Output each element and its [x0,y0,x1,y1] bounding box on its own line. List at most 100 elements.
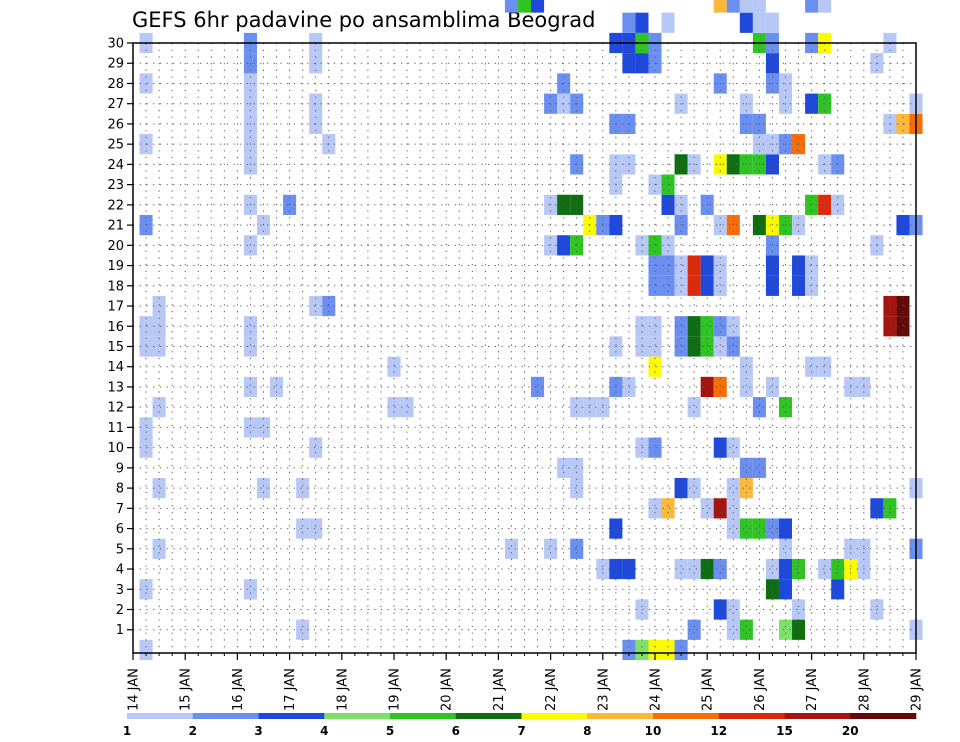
heatmap-cell [700,336,714,357]
colorbar-swatch [324,713,391,719]
x-tick-label: 17 JAN [283,668,298,711]
heatmap-cell [152,397,166,418]
heatmap-cell [752,12,766,33]
colorbar-label: 5 [386,724,394,738]
heatmap-cell [570,457,584,478]
heatmap-cell [883,295,897,317]
heatmap-cell [387,356,401,377]
y-tick-label: 28 [107,77,124,92]
heatmap-cell [570,477,584,499]
heatmap-cell [687,477,701,499]
colorbar-label: 20 [842,724,859,738]
colorbar: 1 2 3 4 5 6 7 8 10 12 15 20 [123,713,917,738]
heatmap-cell [765,12,779,33]
heatmap-cell [726,0,740,13]
heatmap-cell [648,639,662,661]
heatmap-cell [818,558,832,580]
y-tick-label: 25 [107,138,124,153]
y-tick-label: 14 [107,360,124,375]
heatmap-cell [765,275,779,296]
heatmap-cell [778,397,793,418]
heatmap-cell [139,336,153,357]
heatmap-cell [739,619,753,640]
heatmap-cell [648,316,662,337]
y-tick-label: 26 [107,117,124,132]
heatmap-cell [818,356,832,377]
x-tick-label: 26 JAN [753,668,768,711]
heatmap-cell [896,316,910,337]
y-tick-label: 11 [107,421,124,436]
heatmap-cell [309,295,323,317]
heatmap-cell [700,316,714,337]
y-tick-label: 23 [107,178,124,193]
heatmap-cell [752,0,766,13]
heatmap-cell [635,12,649,33]
heatmap-cell [243,235,257,256]
heatmap-cell [726,599,740,620]
y-tick-label: 22 [107,198,124,213]
colorbar-swatch [390,713,457,719]
y-tick-label: 15 [107,340,124,355]
heatmap-cell [648,437,662,458]
y-tick-label: 5 [116,542,124,557]
heatmap-cell [557,457,571,478]
heatmap-cell [778,579,793,600]
heatmap-cell [570,538,584,559]
y-tick-label: 30 [107,37,124,52]
heatmap-cell [883,316,897,337]
y-tick-label: 19 [107,259,124,274]
y-tick-label: 17 [107,300,124,315]
heatmap-cell [726,498,740,519]
heatmap-cell [635,639,649,661]
y-tick-label: 18 [107,279,124,294]
heatmap-cell [661,639,675,661]
heatmap-cell [152,295,166,317]
y-tick-label: 21 [107,219,124,234]
heatmap-cell [139,437,153,458]
colorbar-swatch [850,713,917,719]
x-tick-label: 21 JAN [492,668,507,711]
colorbar-swatch [192,713,259,719]
heatmap-cell [531,0,545,13]
x-tick-label: 27 JAN [805,668,820,711]
heatmap-cell [739,12,753,33]
heatmap-cell [805,0,819,13]
x-tick-label: 28 JAN [857,668,872,711]
heatmap-cell [256,477,271,499]
x-tick-label: 25 JAN [701,668,716,711]
x-tick-label: 24 JAN [649,668,664,711]
heatmap-cell [778,538,793,559]
heatmap-cell [648,235,662,256]
heatmap-cell [648,336,662,357]
colorbar-swatch [653,713,720,719]
heatmap-cell [778,518,793,539]
colorbar-swatch [784,713,851,719]
heatmap-cell [243,316,257,337]
heatmap-cell [713,498,727,519]
heatmap-cell [661,275,675,296]
colorbar-label: 10 [645,724,662,738]
y-tick-label: 20 [107,239,124,254]
heatmap-cell [139,417,153,438]
x-tick-label: 14 JAN [127,668,142,711]
heatmap-cell [818,0,832,13]
heatmap-cell [139,316,153,337]
heatmap-cell [726,477,740,499]
heatmap-cell [792,619,806,640]
colorbar-label: 8 [583,724,591,738]
heatmap-cell [700,255,714,276]
heatmap-cell [635,336,649,357]
heatmap-cell [739,518,753,539]
heatmap-cell [687,397,701,418]
heatmap-cell [700,498,714,519]
heatmap-cell [687,336,701,357]
y-tick-label: 9 [116,461,124,476]
heatmap-cell [752,457,766,478]
heatmap-cell [739,356,753,377]
heatmap-cell [739,477,753,499]
y-tick-label: 2 [116,603,124,618]
colorbar-label: 15 [776,724,793,738]
heatmap-cell [661,12,675,33]
y-tick-label: 12 [107,401,124,416]
heatmap-cell [648,356,662,377]
